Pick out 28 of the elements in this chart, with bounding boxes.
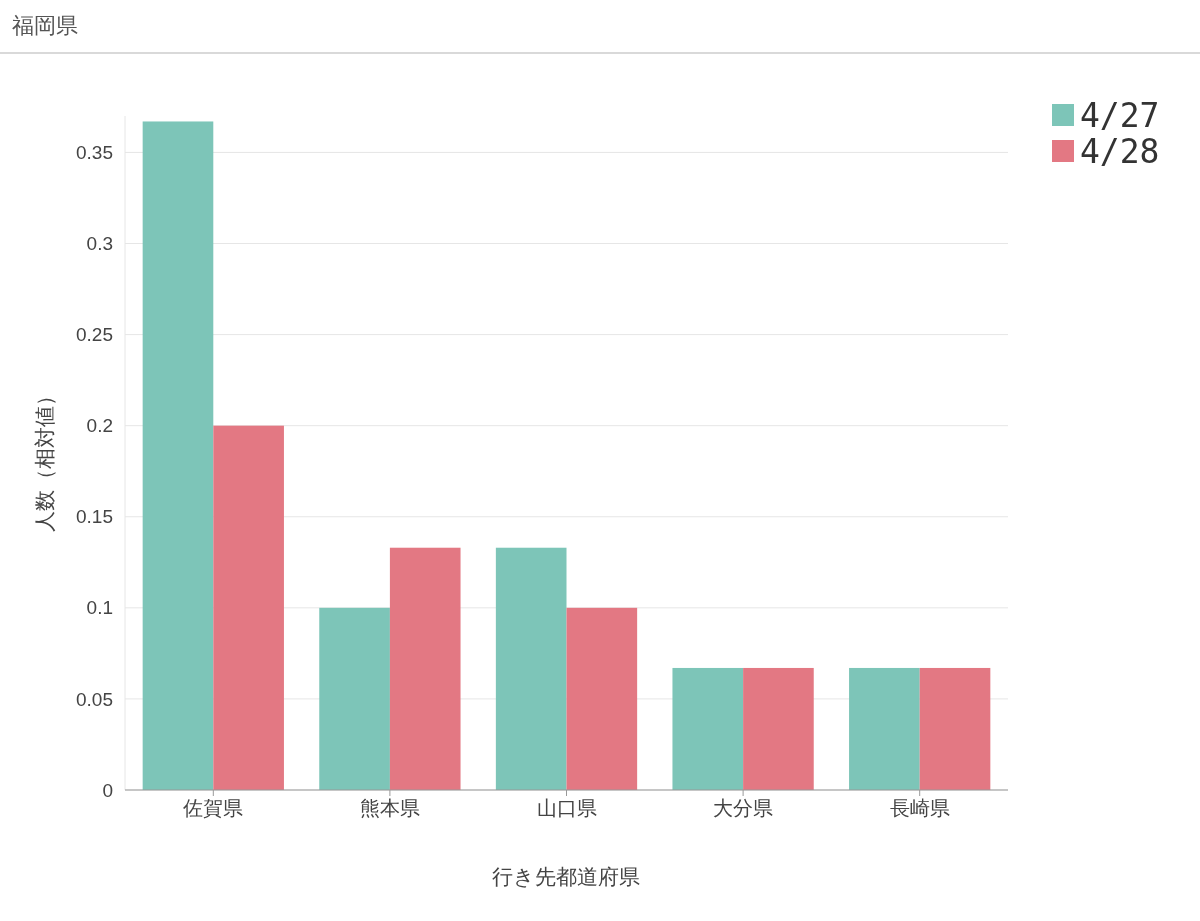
x-tick-label: 山口県 [536,797,597,819]
chart-title: 福岡県 [12,13,78,38]
bar [213,425,284,790]
bar [389,547,461,790]
x-axis-title: 行き先都道府県 [491,865,640,888]
y-tick-label: 0.1 [86,597,113,619]
bar [849,667,920,790]
bar [672,667,744,790]
y-axis-title: 人数（相対値） [33,384,56,532]
y-tick-label: 0.3 [86,233,113,255]
legend-label: 4/27 [1080,96,1160,135]
y-tick-label: 0.2 [86,415,113,437]
x-tick-label: 大分県 [713,797,774,819]
y-tick-label: 0.25 [76,324,113,346]
x-tick-label: 熊本県 [359,797,420,819]
bar [919,667,991,790]
bar [566,607,638,790]
y-tick-label: 0 [102,779,113,801]
x-tick-label: 佐賀県 [183,797,244,819]
y-tick-label: 0.05 [76,688,113,710]
bar [743,667,814,790]
x-tick-label: 長崎県 [889,797,950,819]
legend-label: 4/28 [1080,132,1160,171]
bar [319,607,390,790]
bar [495,547,567,790]
bar [142,121,214,790]
y-tick-label: 0.35 [76,142,113,164]
y-tick-label: 0.15 [76,506,113,528]
